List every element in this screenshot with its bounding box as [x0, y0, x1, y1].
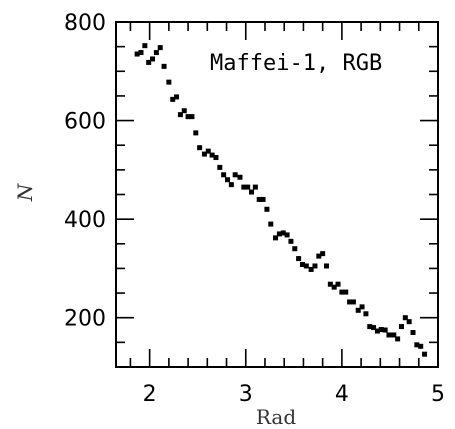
y-tick-label: 400 [64, 208, 106, 233]
y-tick-label: 600 [64, 110, 106, 135]
data-point [182, 108, 187, 113]
x-tick-labels: 2 3 4 5 [143, 382, 445, 407]
data-point [395, 336, 400, 341]
data-point [285, 232, 290, 237]
data-point [138, 50, 143, 55]
data-point [229, 182, 234, 187]
data-point [142, 43, 147, 48]
data-point [166, 80, 171, 85]
data-point [213, 155, 218, 160]
data-point [363, 311, 368, 316]
data-point [150, 56, 155, 61]
data-point [324, 263, 329, 268]
data-points [135, 43, 427, 357]
data-point [304, 263, 309, 268]
chart-annotation: Maffei-1, RGB [210, 51, 382, 76]
data-point [386, 332, 391, 337]
data-point [320, 251, 325, 256]
data-point [292, 246, 297, 251]
data-point [399, 324, 404, 329]
data-point [407, 319, 412, 324]
data-point [225, 177, 230, 182]
data-point [422, 352, 427, 357]
data-point [264, 207, 269, 212]
data-point [261, 197, 266, 202]
data-point [268, 222, 273, 227]
data-point [418, 344, 423, 349]
data-point [336, 282, 341, 287]
data-point [351, 299, 356, 304]
x-tick-label: 3 [239, 382, 253, 407]
y-tick-labels: 200 400 600 800 [64, 11, 106, 332]
data-point [158, 45, 163, 50]
data-point [296, 256, 301, 261]
y-axis-label: N [13, 182, 37, 202]
data-point [197, 145, 202, 150]
data-point [189, 114, 194, 119]
data-point [245, 185, 250, 190]
data-point [343, 290, 348, 295]
data-point [249, 190, 254, 195]
x-tick-label: 5 [431, 382, 445, 407]
data-point [217, 165, 222, 170]
y-tick-label: 200 [64, 307, 106, 332]
x-axis-label: Rad [256, 405, 296, 429]
data-point [162, 64, 167, 69]
data-point [233, 172, 238, 177]
x-tick-label: 2 [143, 382, 157, 407]
data-point [288, 239, 293, 244]
data-point [360, 304, 365, 309]
x-tick-label: 4 [335, 382, 349, 407]
data-point [221, 172, 226, 177]
data-point [312, 263, 317, 268]
data-point [193, 130, 198, 135]
data-point [411, 330, 416, 335]
data-point [154, 50, 159, 55]
y-tick-label: 800 [64, 11, 106, 36]
data-point [383, 328, 388, 333]
data-point [174, 94, 179, 99]
data-point [253, 185, 258, 190]
data-point [237, 175, 242, 180]
